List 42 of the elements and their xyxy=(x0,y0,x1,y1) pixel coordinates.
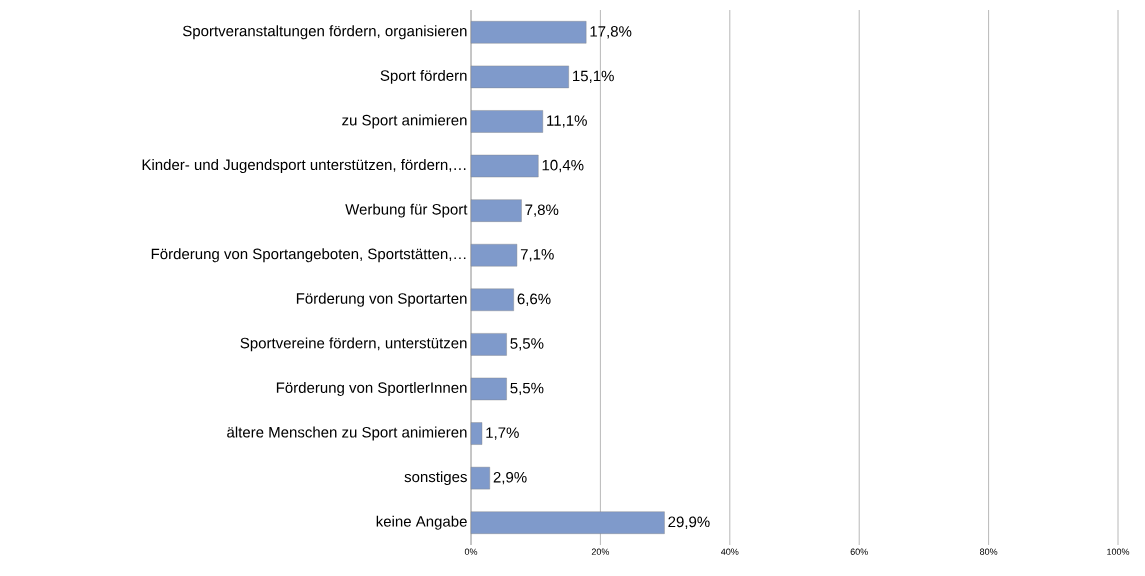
data-label: 10,4% xyxy=(542,159,584,173)
x-tick-label: 40% xyxy=(721,548,739,555)
data-label: 15,1% xyxy=(573,70,614,84)
bar xyxy=(470,65,569,89)
bar xyxy=(470,377,507,401)
y-tick-label: keine Angabe xyxy=(376,515,467,530)
x-tick-label: 80% xyxy=(979,548,998,555)
data-label: 17,8% xyxy=(590,26,632,39)
x-tick-label: 60% xyxy=(850,548,868,555)
y-tick-label: Förderung von Sportarten xyxy=(296,292,467,307)
data-label: 7,8% xyxy=(525,204,559,217)
data-label: 5,5% xyxy=(510,382,544,396)
bar xyxy=(470,199,522,222)
y-tick-label: zu Sport animieren xyxy=(342,114,467,129)
x-tick-label: 0% xyxy=(464,548,478,555)
y-tick-label: Sport fördern xyxy=(380,69,467,84)
data-label: 1,7% xyxy=(486,427,519,440)
y-tick-label: Förderung von Sportangeboten, Sportstätten,… xyxy=(151,248,466,263)
data-label: 2,9% xyxy=(493,471,527,485)
x-tick-label: 20% xyxy=(591,548,610,555)
bar xyxy=(470,511,665,534)
bar xyxy=(470,333,507,356)
bar xyxy=(470,244,518,267)
bar xyxy=(470,154,539,178)
data-label: 11,1% xyxy=(547,115,587,128)
y-tick-label: ältere Menschen zu Sport animieren xyxy=(227,426,467,441)
bar xyxy=(470,21,587,44)
y-tick-label: Sportveranstaltungen fördern, organisieren xyxy=(182,25,467,40)
data-label: 29,9% xyxy=(668,516,710,529)
y-tick-label: Förderung von SportlerInnen xyxy=(276,381,467,396)
y-tick-label: Kinder- und Jugendsport unterstützen, fördern,… xyxy=(142,159,466,174)
data-label: 6,6% xyxy=(517,293,551,306)
bar xyxy=(470,110,544,133)
y-tick-label: Sportvereine fördern, unterstützen xyxy=(240,337,467,352)
data-label: 7,1% xyxy=(520,249,554,262)
y-tick-label: Werbung für Sport xyxy=(345,203,468,218)
bar xyxy=(470,466,490,490)
data-label: 5,5% xyxy=(510,338,544,351)
x-tick-label: 100% xyxy=(1107,548,1130,555)
y-tick-label: sonstiges xyxy=(404,471,467,486)
bar xyxy=(470,422,483,445)
bar xyxy=(470,288,514,311)
